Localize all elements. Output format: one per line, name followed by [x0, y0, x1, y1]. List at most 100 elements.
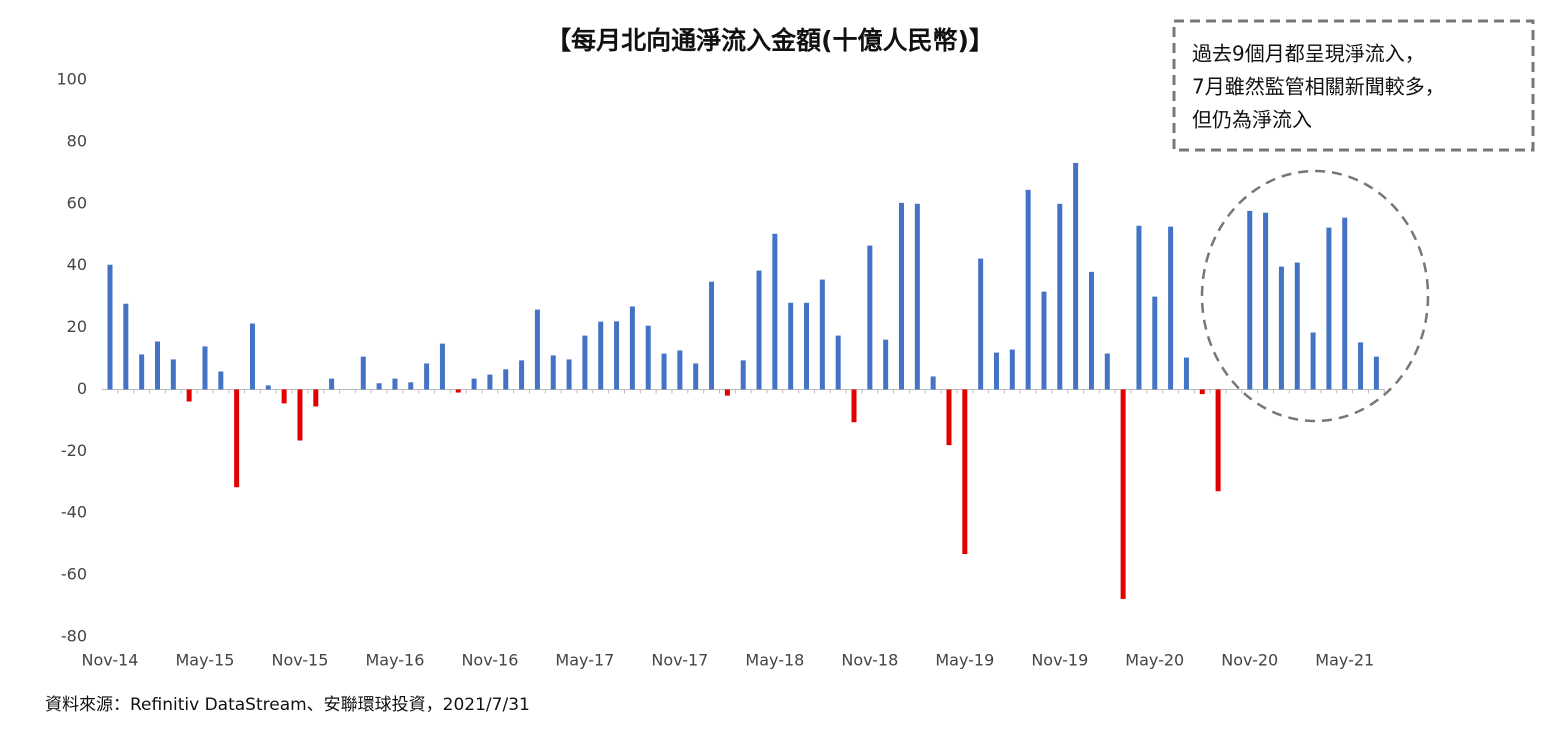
bar [234, 389, 240, 488]
bar [1136, 225, 1142, 390]
bar [993, 352, 999, 390]
y-tick-label: 100 [56, 70, 87, 89]
bar [1041, 291, 1047, 390]
bar [1009, 349, 1015, 390]
x-tick-label: Nov-15 [271, 651, 328, 670]
bar [154, 341, 160, 390]
chart-title: 【每月北向通淨流入金額(十億人民幣)】 [546, 26, 994, 55]
bar [1310, 332, 1316, 390]
bar [329, 378, 335, 390]
x-tick-label: May-15 [176, 651, 235, 670]
bar [1278, 266, 1284, 390]
bar [740, 360, 746, 390]
bar [645, 325, 651, 390]
bar [107, 264, 113, 390]
x-tick-label: May-18 [745, 651, 804, 670]
bar [693, 363, 699, 390]
bar [218, 371, 224, 390]
bar [1358, 342, 1364, 390]
annotation: 但仍為淨流入 [1192, 108, 1312, 132]
annotation: 過去9個月都呈現淨流入， [1192, 42, 1425, 66]
bar [629, 306, 635, 390]
x-tick-label: May-21 [1315, 651, 1374, 670]
bar [1247, 210, 1253, 390]
bar [1104, 353, 1110, 390]
bar [202, 346, 208, 390]
bar [883, 339, 889, 390]
bar [724, 389, 730, 396]
bar [1326, 227, 1332, 390]
bar [1263, 212, 1269, 390]
y-tick-label: 40 [67, 255, 87, 274]
y-tick-label: -60 [61, 565, 87, 584]
bar [1215, 389, 1221, 492]
bar [503, 369, 509, 390]
bar [946, 389, 952, 446]
x-tick-label: Nov-16 [461, 651, 518, 670]
bar [281, 389, 287, 404]
x-tick-label: Nov-14 [82, 651, 139, 670]
bar [914, 203, 920, 390]
bar [582, 335, 588, 390]
bar [851, 389, 857, 423]
x-tick-label: Nov-18 [841, 651, 898, 670]
x-tick-label: Nov-19 [1031, 651, 1088, 670]
y-tick-label: -20 [61, 441, 87, 460]
bar [1342, 217, 1348, 390]
bar [313, 389, 319, 407]
y-tick-label: 80 [67, 131, 87, 150]
y-tick-label: 0 [77, 379, 87, 398]
bar [123, 303, 129, 390]
bar [1294, 262, 1300, 390]
bar [1183, 357, 1189, 390]
bar [249, 323, 255, 390]
x-tick-label: May-19 [935, 651, 994, 670]
bar [139, 354, 145, 390]
bar [756, 270, 762, 390]
bar [186, 389, 192, 402]
bar [550, 355, 556, 390]
bar [978, 258, 984, 390]
x-tick-label: Nov-17 [651, 651, 708, 670]
x-tick-label: May-16 [365, 651, 424, 670]
bar [265, 385, 271, 390]
y-tick-label: -40 [61, 503, 87, 522]
source: 資料來源：Refinitiv DataStream、安聯環球投資，2021/7/… [45, 695, 530, 715]
bar [962, 389, 968, 555]
bar [376, 383, 382, 390]
y-tick-label: -80 [61, 627, 87, 646]
bar [1073, 162, 1079, 390]
bar [170, 359, 176, 390]
bar [819, 279, 825, 390]
x-tick-label: May-17 [555, 651, 614, 670]
bar [598, 321, 604, 390]
bar [1057, 203, 1063, 390]
bar [1199, 389, 1205, 395]
y-tick-label: 60 [67, 193, 87, 212]
bar [297, 389, 303, 441]
bar [1152, 296, 1158, 390]
bar [835, 335, 841, 390]
bar [1088, 271, 1094, 390]
y-tick-label: 20 [67, 317, 87, 336]
bar [804, 302, 810, 390]
bar [566, 359, 572, 390]
x-tick-label: Nov-20 [1221, 651, 1278, 670]
bar [360, 356, 366, 390]
bar [614, 321, 620, 390]
bar [788, 302, 794, 390]
bar [899, 202, 904, 390]
annotation-box [1172, 19, 1535, 152]
annotation: 7月雖然監管相關新聞較多， [1192, 75, 1445, 99]
bar [1373, 356, 1379, 390]
bar [455, 389, 461, 393]
bar [709, 281, 715, 390]
bar [1168, 226, 1174, 390]
bar [1025, 189, 1031, 390]
bar [930, 376, 936, 390]
bar [439, 343, 445, 390]
bar [534, 309, 540, 390]
bar [772, 233, 778, 390]
bar [487, 374, 493, 390]
